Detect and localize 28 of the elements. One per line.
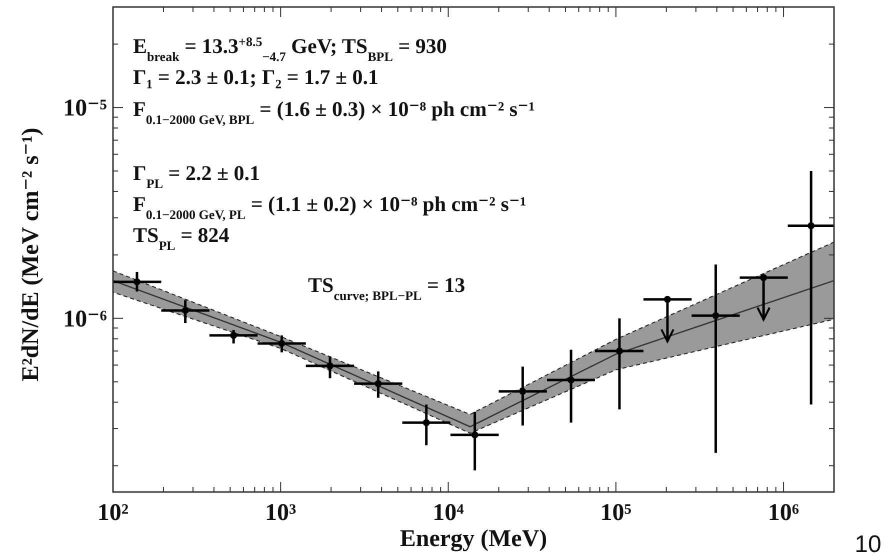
point [182,306,189,314]
annotation: E$_{break}$ = 13.3$^{+8.5}$$_{−4.7}$ GeV; TS$_{BPL}$ = 930 [133,34,447,64]
annotation: F$_{0.1−2000 GeV, PL}$ = (1.1 ± 0.2) × 10⁻⁸ ph cm⁻² s⁻¹ [133,192,526,222]
x-tick-label: 10⁵ [600,500,632,526]
annotation: Γ₁ = 2.3 ± 0.1; Γ₂ = 1.7 ± 0.1 [133,65,379,89]
annotation: TS$_{PL}$ = 824 [133,223,230,252]
point [422,419,430,426]
point [230,332,238,339]
y-tick-label: 10⁻⁵ [63,96,107,122]
y-tick-label: 10⁻⁶ [63,306,107,332]
x-tick-label: 10⁶ [768,500,800,526]
x-tick-label: 10³ [265,500,296,526]
annotation: TS$_{curve; BPL−PL}$ = 13 [308,273,466,302]
y-axis-title: E²dN/dE (MeV cm⁻² s⁻¹) [18,128,44,382]
point [133,278,140,286]
point [278,340,286,347]
point [568,376,575,384]
text: 10 [854,531,882,556]
point [616,347,623,354]
annotation: Γ$_{PL}$ = 2.2 ± 0.1 [133,161,260,190]
x-tick-label: 10⁴ [432,500,464,526]
point [471,431,478,438]
point [519,388,526,395]
point [326,362,334,370]
x-axis-title: Energy (MeV) [400,526,548,552]
annotation: F$_{0.1−2000 GeV, BPL}$ = (1.6 ± 0.3) × 10⁻⁸ ph cm⁻² s⁻¹ [133,97,535,126]
point [374,380,382,388]
x-tick-label: 10² [97,500,129,526]
